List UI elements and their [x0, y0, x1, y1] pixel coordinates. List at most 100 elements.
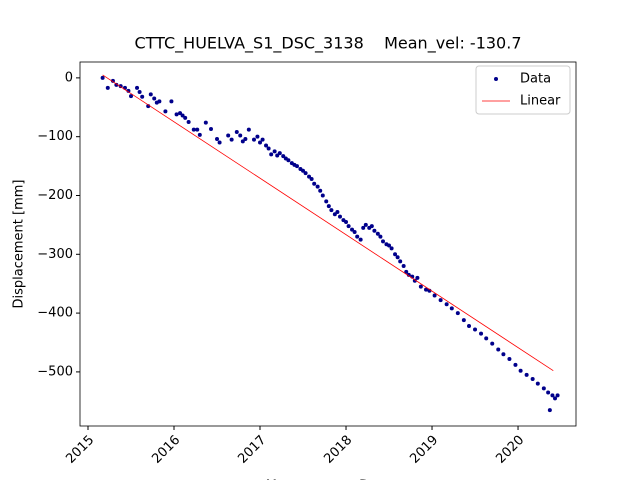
data-point — [535, 381, 540, 386]
plot-frame — [79, 61, 577, 427]
data-point — [197, 132, 202, 137]
data-point — [301, 168, 306, 173]
data-point — [163, 109, 168, 114]
data-point — [105, 85, 110, 90]
data-point — [418, 284, 423, 289]
data-point — [320, 193, 325, 198]
data-point — [393, 252, 398, 257]
data-point — [178, 111, 183, 116]
data-point — [269, 152, 274, 157]
data-point — [315, 184, 320, 189]
data-point — [169, 99, 174, 104]
data-point — [180, 113, 185, 118]
data-point — [346, 224, 351, 229]
data-point — [260, 137, 265, 142]
data-point — [277, 151, 282, 156]
data-point — [513, 362, 518, 367]
data-point — [246, 127, 251, 132]
data-point — [272, 149, 277, 154]
data-point — [501, 352, 506, 357]
data-point — [381, 239, 386, 244]
data-point — [152, 96, 157, 101]
data-point — [363, 222, 368, 227]
data-point — [195, 127, 200, 132]
data-point — [309, 177, 314, 182]
legend-swatch — [494, 77, 498, 81]
data-point — [358, 237, 363, 242]
data-point — [275, 153, 280, 158]
data-point — [312, 181, 317, 186]
y-axis-label: Displacement [mm] — [12, 180, 27, 309]
data-point — [484, 336, 489, 341]
legend-label: Data — [520, 72, 551, 87]
data-point — [251, 137, 256, 142]
data-point — [553, 396, 558, 401]
data-point — [461, 318, 466, 323]
data-point — [100, 75, 105, 80]
data-point — [303, 171, 308, 176]
data-point — [135, 85, 140, 90]
data-point — [415, 275, 420, 280]
data-point — [286, 158, 291, 163]
data-point — [229, 137, 234, 142]
data-point — [541, 386, 546, 391]
y-tick-label: 0 — [65, 70, 73, 85]
data-point — [555, 393, 560, 398]
data-point — [490, 341, 495, 346]
data-point — [281, 154, 286, 159]
data-point — [294, 164, 299, 169]
data-point — [114, 82, 119, 87]
y-tick-label: −400 — [37, 306, 73, 321]
y-tick-label: −500 — [37, 364, 73, 379]
data-point — [401, 264, 406, 269]
data-point — [335, 209, 340, 214]
x-axis-label: Measurement Date — [266, 479, 390, 480]
data-point — [324, 199, 329, 204]
data-point — [398, 259, 403, 264]
data-point — [546, 390, 551, 395]
data-point — [375, 231, 380, 236]
data-point — [238, 133, 243, 138]
data-point — [355, 234, 360, 239]
legend-box — [475, 65, 571, 115]
data-point — [344, 219, 349, 224]
data-point — [378, 234, 383, 239]
data-point — [406, 272, 411, 277]
data-point — [444, 302, 449, 307]
data-point — [208, 127, 213, 132]
y-tick-label: −200 — [37, 188, 73, 203]
data-point — [307, 174, 312, 179]
data-point — [467, 324, 472, 329]
data-point — [473, 327, 478, 332]
data-point — [524, 372, 529, 377]
data-point — [148, 92, 153, 97]
data-point — [258, 140, 263, 145]
data-point — [404, 269, 409, 274]
data-point — [215, 137, 220, 142]
data-point — [550, 393, 555, 398]
data-point — [350, 227, 355, 232]
data-point — [157, 99, 162, 104]
data-point — [183, 115, 188, 120]
data-point — [424, 287, 429, 292]
data-point — [387, 243, 392, 248]
data-point — [438, 298, 443, 303]
data-point — [389, 246, 394, 251]
data-point — [140, 94, 145, 99]
data-point — [372, 228, 377, 233]
data-point — [129, 94, 134, 99]
data-point — [455, 311, 460, 316]
data-point — [530, 376, 535, 381]
data-point — [361, 225, 366, 230]
data-point — [137, 89, 142, 94]
data-point — [174, 112, 179, 117]
data-point — [432, 293, 437, 298]
data-point — [110, 78, 115, 83]
data-point — [412, 278, 417, 283]
data-point — [226, 133, 231, 138]
data-point — [217, 140, 222, 145]
data-point — [186, 119, 191, 124]
data-point — [266, 146, 271, 151]
data-point — [191, 127, 196, 132]
data-point — [507, 356, 512, 361]
